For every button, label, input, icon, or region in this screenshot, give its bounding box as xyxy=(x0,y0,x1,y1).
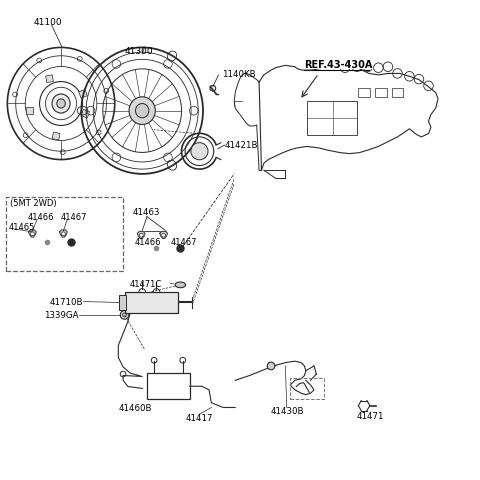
Polygon shape xyxy=(137,232,145,239)
Text: 1140KB: 1140KB xyxy=(222,70,255,79)
Text: 41417: 41417 xyxy=(185,413,213,421)
Text: 41467: 41467 xyxy=(61,213,87,222)
Bar xyxy=(119,295,126,311)
Circle shape xyxy=(267,362,275,370)
Circle shape xyxy=(61,232,65,236)
Ellipse shape xyxy=(57,100,65,109)
Ellipse shape xyxy=(135,104,149,119)
Text: 41466: 41466 xyxy=(135,238,161,247)
Bar xyxy=(81,110,90,119)
Bar xyxy=(358,88,370,98)
Polygon shape xyxy=(60,230,67,238)
Bar xyxy=(46,76,53,84)
Ellipse shape xyxy=(175,282,186,288)
Bar xyxy=(392,88,404,98)
Text: 1339GA: 1339GA xyxy=(44,311,79,320)
Text: 41421B: 41421B xyxy=(225,140,258,149)
Bar xyxy=(147,373,190,399)
Text: 41471C: 41471C xyxy=(129,279,162,288)
Polygon shape xyxy=(29,230,36,238)
Circle shape xyxy=(139,234,143,238)
Ellipse shape xyxy=(129,97,156,125)
Ellipse shape xyxy=(52,95,70,114)
Text: 41300: 41300 xyxy=(124,47,153,56)
Text: 41465: 41465 xyxy=(9,222,35,231)
Text: 41463: 41463 xyxy=(132,208,160,217)
Bar xyxy=(125,292,178,313)
Bar xyxy=(375,88,387,98)
Text: 41471: 41471 xyxy=(357,411,384,420)
Bar xyxy=(26,108,33,114)
Text: 41466: 41466 xyxy=(28,213,54,222)
Circle shape xyxy=(120,311,129,320)
Circle shape xyxy=(191,144,208,160)
Text: 41467: 41467 xyxy=(171,238,197,247)
Text: 41430B: 41430B xyxy=(271,406,304,415)
Bar xyxy=(6,197,123,271)
Text: REF.43-430A: REF.43-430A xyxy=(304,60,373,70)
Text: 41710B: 41710B xyxy=(49,298,83,306)
Bar xyxy=(79,90,87,99)
Bar xyxy=(52,133,60,141)
Bar xyxy=(307,102,357,135)
Text: (5MT 2WD): (5MT 2WD) xyxy=(10,198,57,207)
Bar xyxy=(290,378,324,399)
Text: 41460B: 41460B xyxy=(118,404,152,413)
Polygon shape xyxy=(160,232,168,239)
Circle shape xyxy=(162,234,166,238)
Circle shape xyxy=(31,232,34,236)
Text: 41100: 41100 xyxy=(34,18,62,27)
